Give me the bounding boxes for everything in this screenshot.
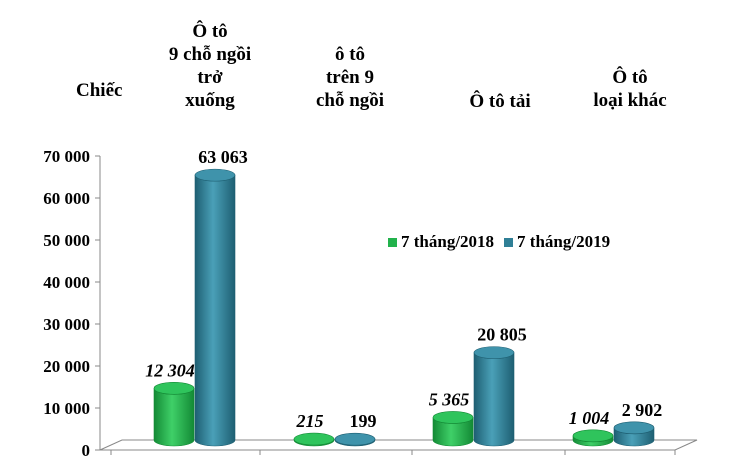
data-label-2019-3: 2 902 — [622, 400, 663, 420]
legend-item-2019: 7 tháng/2019 — [504, 232, 610, 252]
data-label-2018-0: 12 304 — [145, 360, 195, 380]
bar-2019-2 — [473, 352, 515, 447]
data-label-2018-2: 5 365 — [429, 389, 470, 409]
bar-top-2019-3 — [613, 421, 655, 435]
data-label-2019-1: 199 — [350, 411, 377, 431]
y-tick-label-7: 70 000 — [43, 147, 90, 166]
legend-item-2018: 7 tháng/2018 — [388, 232, 494, 252]
legend: 7 tháng/2018 7 tháng/2019 — [388, 232, 620, 252]
data-label-2018-1: 215 — [296, 411, 324, 431]
y-tick-label-1: 10 000 — [43, 399, 90, 418]
category-label-3: Ô tô loại khác — [593, 67, 667, 111]
data-label-2019-2: 20 805 — [477, 325, 527, 345]
y-unit-label: Chiếc — [76, 80, 123, 101]
category-label-0: Ô tô 9 chỗ ngồi trở xuống — [168, 21, 252, 111]
bar-top-2018-3 — [572, 429, 614, 443]
chart-floor — [99, 439, 698, 451]
category-label-2: Ô tô tải — [469, 91, 531, 112]
bar-2019-0 — [194, 175, 236, 447]
bar-2018-0 — [153, 388, 195, 447]
y-tick-label-5: 50 000 — [43, 231, 90, 250]
bar-top-2018-0 — [153, 382, 195, 395]
bar-top-2019-1 — [334, 432, 376, 446]
bar-top-2019-0 — [194, 168, 236, 182]
legend-swatch-2019 — [504, 237, 514, 247]
category-label-1: ô tô trên 9 chỗ ngồi — [315, 44, 385, 111]
bar-top-2018-2 — [432, 411, 474, 424]
bar-top-2018-1 — [293, 432, 335, 446]
legend-swatch-2018 — [388, 237, 397, 247]
y-tick-label-4: 40 000 — [43, 273, 90, 292]
y-tick-label-6: 60 000 — [43, 189, 90, 208]
y-tick-label-2: 20 000 — [43, 357, 90, 376]
data-label-2018-3: 1 004 — [569, 408, 610, 428]
y-tick-label-0: 0 — [82, 441, 91, 460]
bar-top-2019-2 — [473, 346, 515, 359]
y-tick-label-3: 30 000 — [43, 315, 90, 334]
legend-label-2018: 7 tháng/2018 — [401, 232, 495, 251]
legend-label-2019: 7 tháng/2019 — [517, 232, 611, 251]
data-label-2019-0: 63 063 — [198, 147, 248, 167]
